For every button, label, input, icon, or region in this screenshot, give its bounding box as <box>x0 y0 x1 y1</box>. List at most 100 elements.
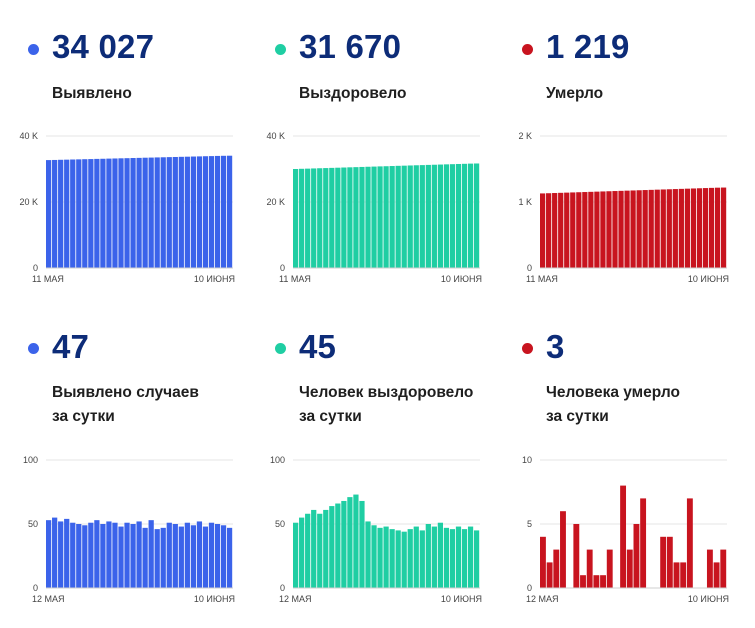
total-deaths-bar <box>570 192 576 268</box>
series-dot-icon <box>522 44 533 55</box>
total-cases-bar <box>178 156 184 268</box>
daily-cases-y-tick-label: 50 <box>28 519 38 529</box>
panel-daily-cases: 47 Выявлено случаев за сутки 0 50 100 12 МА… <box>23 328 256 628</box>
total-recovered-bar <box>401 165 407 268</box>
daily-recovered-x-start-label: 12 МАЯ <box>279 594 312 604</box>
daily-deaths-label: Человека умерло за сутки <box>546 384 680 425</box>
total-recovered-bar <box>293 169 299 268</box>
series-dot-icon <box>28 343 39 354</box>
daily-cases-bar <box>142 527 148 588</box>
total-recovered-bar <box>407 165 413 268</box>
total-cases-bar <box>142 157 148 268</box>
total-cases-bar <box>196 156 203 268</box>
total-recovered-x-start-label: 11 МАЯ <box>279 274 311 284</box>
total-recovered-bar <box>425 164 431 268</box>
daily-deaths-value: 3 <box>546 328 565 365</box>
total-cases-bar <box>82 159 88 268</box>
total-deaths-x-start-label: 11 МАЯ <box>526 274 558 284</box>
daily-recovered-y-tick-label: 50 <box>275 519 285 529</box>
total-deaths-bar <box>702 188 709 268</box>
total-recovered-bar <box>377 166 383 268</box>
total-deaths-bar <box>588 191 594 268</box>
total-deaths-bar <box>630 190 636 268</box>
daily-cases-bar <box>118 526 124 588</box>
daily-deaths-x-end-label: 10 ИЮНЯ <box>688 594 729 604</box>
daily-cases-bar <box>76 524 82 588</box>
daily-recovered-bar <box>311 509 317 588</box>
daily-cases-bar <box>124 522 130 588</box>
total-recovered-bar <box>365 166 371 268</box>
total-recovered-bar <box>371 166 377 268</box>
total-cases-bar <box>154 157 160 268</box>
daily-cases-y-tick-label: 100 <box>23 455 38 465</box>
series-dot-icon <box>275 44 286 55</box>
daily-cases-bar <box>166 522 172 588</box>
total-cases-bar <box>76 159 82 268</box>
daily-cases-bar <box>196 521 203 588</box>
panel-total-cases: 34 027 Выявлено 0 20 K 40 K 11 МАЯ 10 ИЮНЯ <box>19 28 256 328</box>
daily-cases-bar <box>46 520 52 588</box>
total-deaths-bar <box>708 187 715 268</box>
total-recovered-bar <box>359 166 365 268</box>
daily-recovered-bar <box>407 529 413 588</box>
total-deaths-y-tick-label: 0 <box>527 263 532 273</box>
total-recovered-label: Выздоровело <box>299 85 407 102</box>
total-deaths-bar <box>672 189 678 268</box>
total-cases-bar <box>112 158 118 268</box>
total-cases-x-end-label: 10 ИЮНЯ <box>194 274 235 284</box>
total-deaths-bar <box>540 193 546 268</box>
daily-recovered-y-tick-label: 100 <box>270 455 285 465</box>
total-recovered-bar <box>467 163 474 268</box>
daily-recovered-bar <box>317 513 323 588</box>
total-deaths-bar <box>624 190 630 268</box>
total-cases-bar <box>70 159 76 268</box>
daily-recovered-bar <box>305 513 311 588</box>
total-recovered-bar <box>455 163 462 268</box>
daily-recovered-bar <box>341 500 347 588</box>
total-deaths-bar <box>606 191 612 268</box>
total-recovered-bar <box>347 167 353 268</box>
daily-recovered-bar <box>437 522 443 588</box>
total-deaths-y-tick-label: 2 K <box>518 131 532 141</box>
total-recovered-y-tick-label: 0 <box>280 263 285 273</box>
daily-cases-bar <box>112 522 118 588</box>
panel-daily-recovered: 45 Человек выздоровело за сутки 0 50 100 12… <box>270 328 503 628</box>
total-recovered-bar <box>449 164 456 268</box>
total-cases-bar <box>160 157 166 268</box>
total-deaths-bar <box>576 192 582 268</box>
daily-deaths-bar <box>673 562 680 588</box>
total-deaths-x-end-label: 10 ИЮНЯ <box>688 274 729 284</box>
total-recovered-bar <box>299 168 305 268</box>
total-deaths-value: 1 219 <box>546 28 630 65</box>
panel-total-deaths: 1 219 Умерло 0 1 K 2 K 11 МАЯ 10 ИЮНЯ <box>518 28 750 328</box>
total-recovered-bar <box>461 163 468 268</box>
daily-recovered-bar <box>473 530 480 588</box>
daily-deaths-bar <box>713 562 720 588</box>
total-deaths-label: Умерло <box>546 85 604 102</box>
total-recovered-value: 31 670 <box>299 28 402 65</box>
total-recovered-bar <box>419 165 425 268</box>
daily-deaths-bar <box>606 549 613 588</box>
total-recovered-bar <box>383 166 389 268</box>
daily-deaths-bar <box>546 562 553 588</box>
daily-cases-value: 47 <box>52 328 90 365</box>
daily-deaths-bar <box>620 485 627 588</box>
total-recovered-y-tick-label: 40 K <box>266 131 285 141</box>
daily-recovered-bar <box>353 494 359 588</box>
daily-recovered-bar <box>401 531 407 588</box>
total-cases-bar <box>220 155 227 268</box>
total-cases-bar <box>166 157 172 268</box>
panel-daily-deaths: 3 Человека умерло за сутки 0 5 10 12 МАЯ 10 … <box>520 328 750 628</box>
total-deaths-bar <box>684 188 690 268</box>
total-deaths-bar <box>636 190 642 268</box>
daily-cases-bar <box>220 525 227 588</box>
daily-cases-bar <box>82 525 88 588</box>
total-recovered-bar <box>431 164 437 268</box>
daily-recovered-x-end-label: 10 ИЮНЯ <box>441 594 482 604</box>
daily-deaths-chart: 0 5 10 12 МАЯ 10 ИЮНЯ <box>522 455 729 604</box>
total-cases-bar <box>214 155 221 268</box>
daily-deaths-bar <box>680 562 687 588</box>
daily-deaths-bar <box>720 549 727 588</box>
total-cases-bar <box>130 158 136 268</box>
daily-cases-bar <box>160 527 166 588</box>
